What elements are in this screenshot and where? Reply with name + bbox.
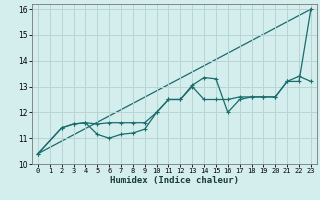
X-axis label: Humidex (Indice chaleur): Humidex (Indice chaleur) <box>110 176 239 185</box>
